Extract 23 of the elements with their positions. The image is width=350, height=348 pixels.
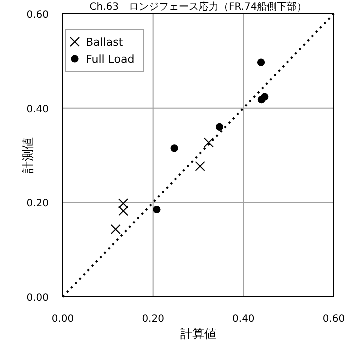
legend-label: Full Load bbox=[86, 53, 135, 66]
point bbox=[170, 144, 178, 152]
x-tick-label: 0.00 bbox=[52, 314, 74, 325]
point bbox=[261, 93, 269, 101]
y-tick-label: 0.20 bbox=[26, 198, 49, 210]
y-tick-label: 0.40 bbox=[26, 104, 49, 116]
y-tick-label: 0.60 bbox=[26, 10, 49, 21]
x-tick-label: 0.60 bbox=[322, 314, 346, 325]
y-tick-label: 0.00 bbox=[26, 293, 49, 304]
point bbox=[110, 224, 121, 235]
point bbox=[195, 161, 206, 172]
point bbox=[118, 206, 129, 216]
point bbox=[216, 123, 224, 131]
y-axis-title: 計測値 bbox=[21, 138, 35, 174]
point bbox=[118, 198, 129, 209]
point bbox=[153, 206, 161, 214]
point bbox=[204, 138, 214, 148]
x-axis-title: 計算値 bbox=[180, 327, 216, 341]
x-tick-label: 0.20 bbox=[142, 314, 164, 325]
chart-title: Ch.63 ロンジフェース応力（FR.74船側下部） bbox=[90, 1, 308, 13]
legend-label: Ballast bbox=[86, 36, 124, 49]
point bbox=[257, 58, 266, 66]
x-tick-label: 0.40 bbox=[232, 314, 255, 325]
